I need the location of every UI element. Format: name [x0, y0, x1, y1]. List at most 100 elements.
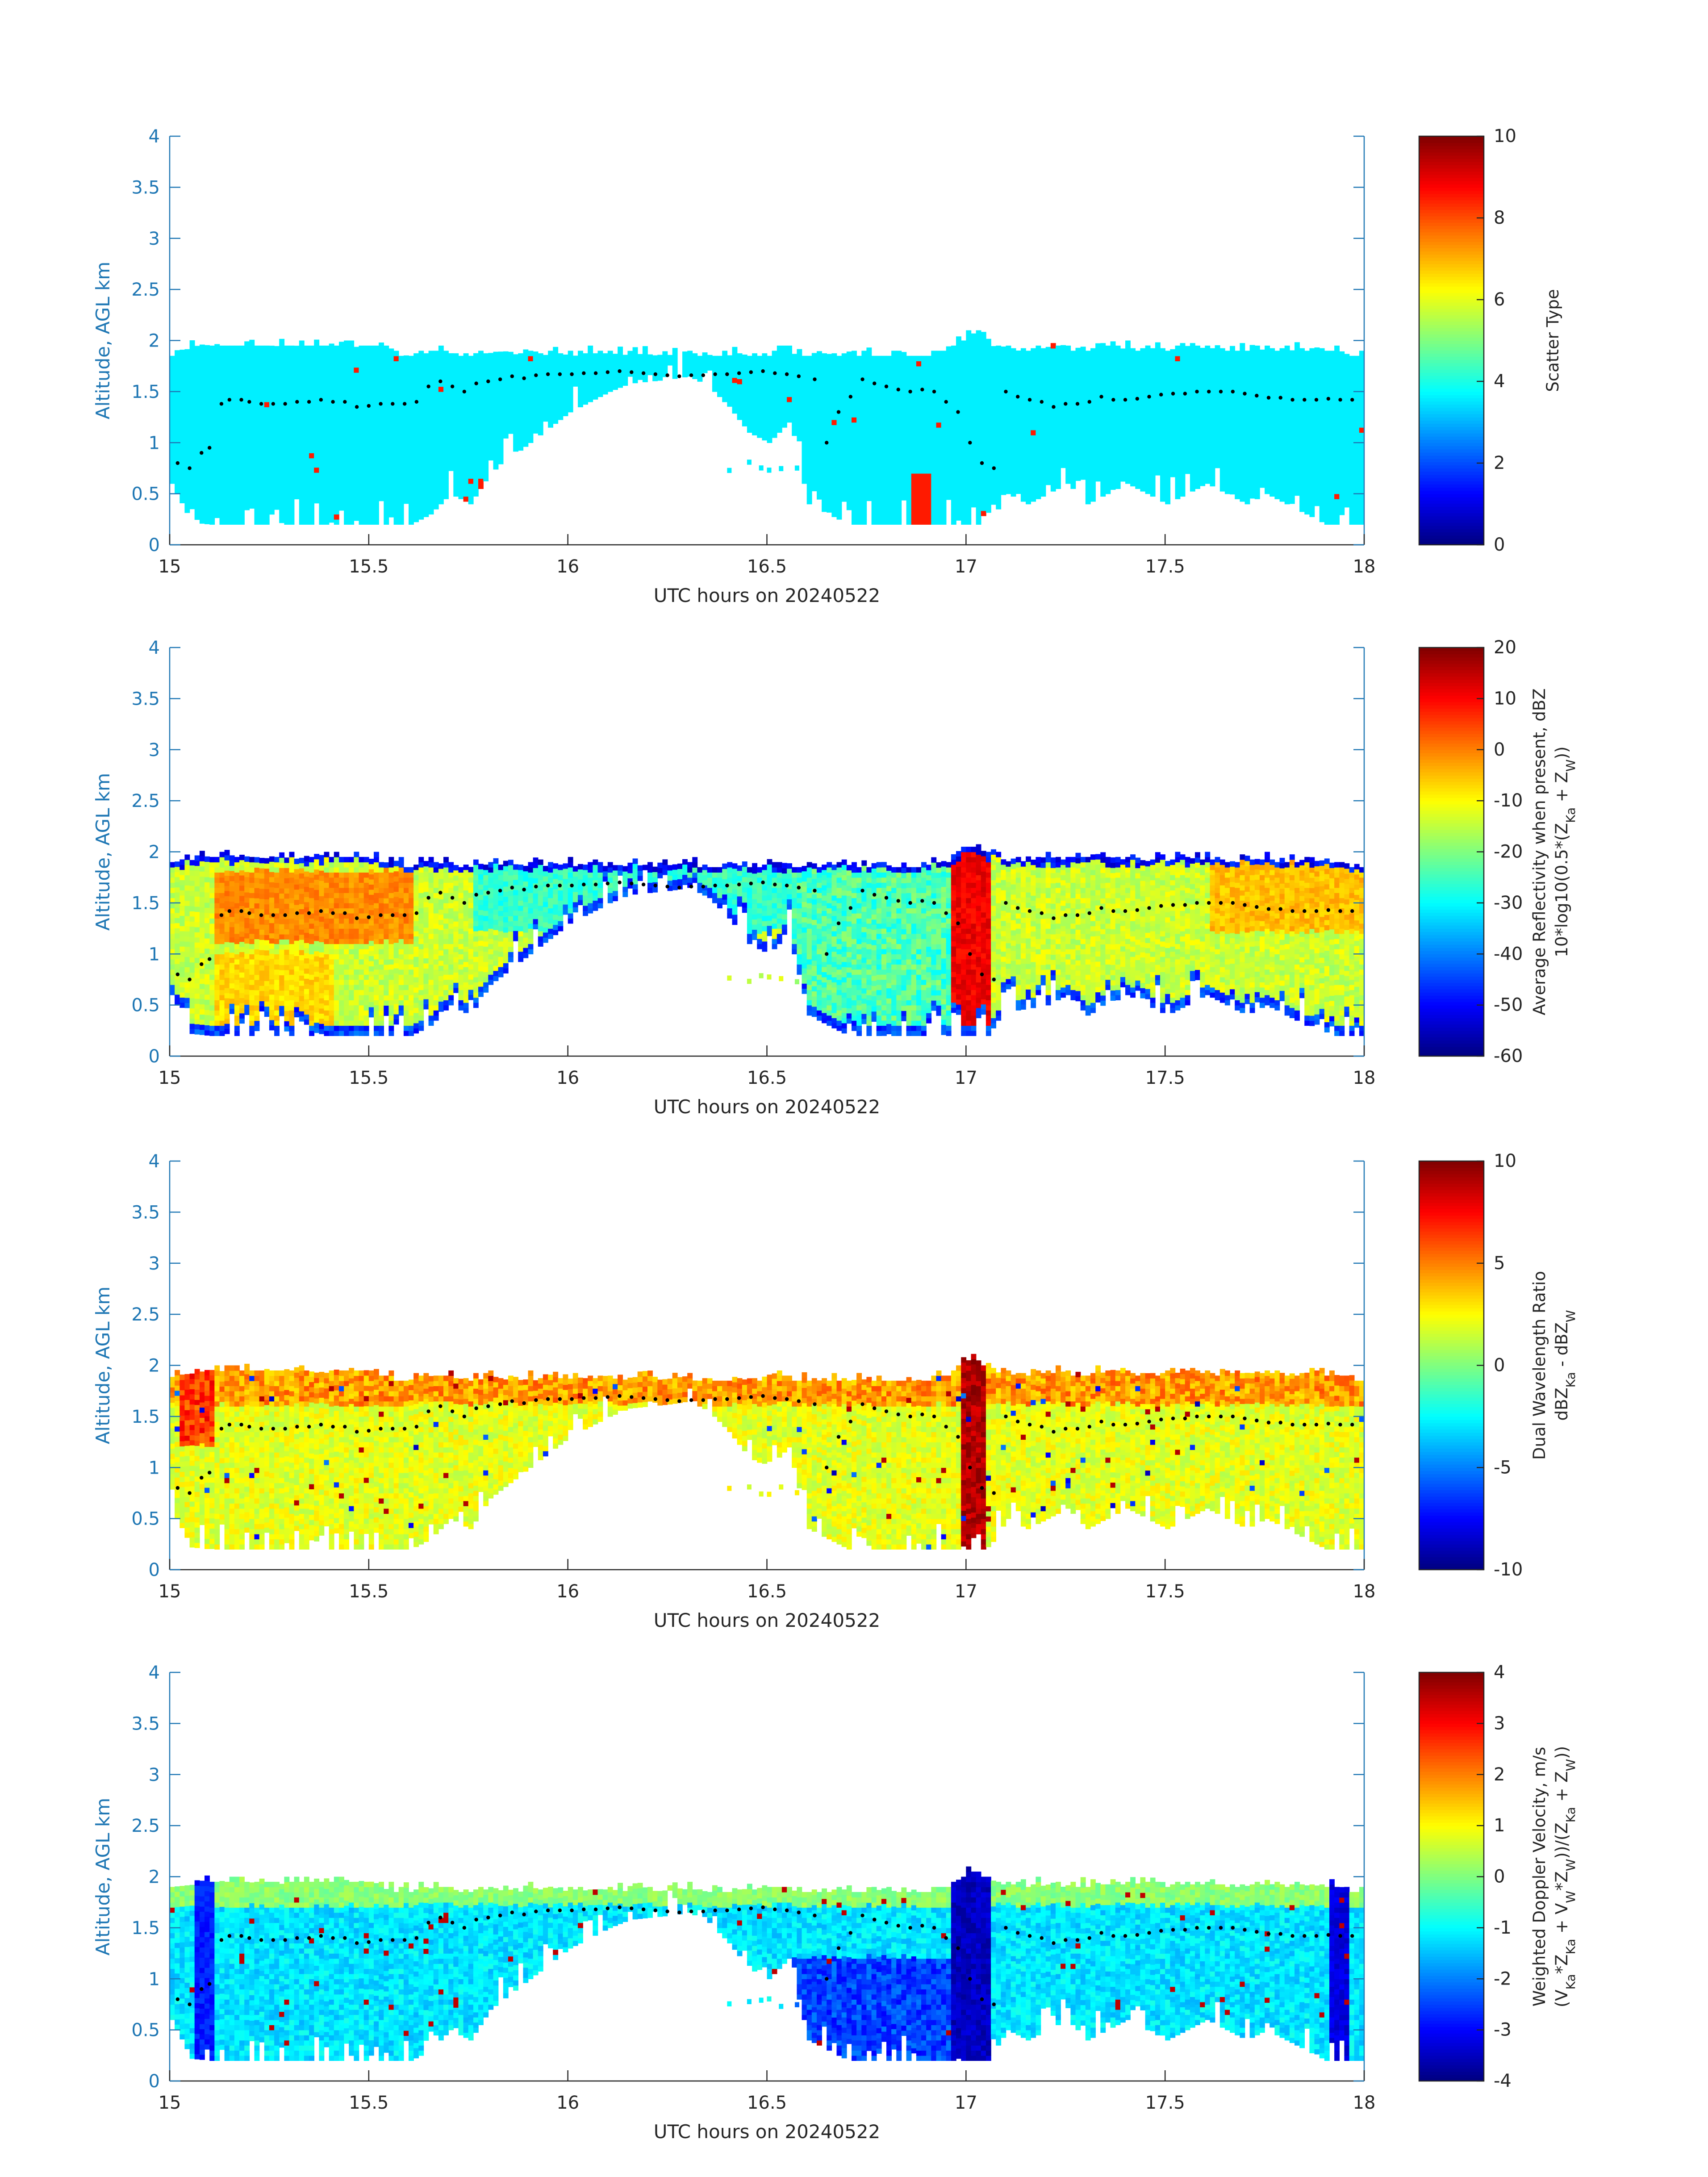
- heatmap-cell: [339, 500, 344, 506]
- heatmap-cell: [1045, 428, 1051, 434]
- heatmap-cell: [981, 393, 986, 399]
- heatmap-cell: [384, 397, 389, 402]
- heatmap-cell: [379, 465, 384, 471]
- heatmap-cell: [737, 373, 743, 379]
- heatmap-cell: [1036, 483, 1041, 489]
- heatmap-cell: [762, 404, 768, 410]
- heatmap-cell: [1015, 437, 1021, 443]
- heatmap-cell: [687, 361, 693, 367]
- heatmap-cell: [180, 360, 185, 366]
- heatmap-cell: [538, 425, 543, 430]
- heatmap-cell: [1050, 414, 1056, 420]
- heatmap-cell: [344, 514, 349, 520]
- heatmap-cell: [498, 423, 504, 429]
- heatmap-cell: [856, 447, 862, 453]
- heatmap-cell: [996, 453, 1002, 459]
- heatmap-cell: [568, 361, 573, 367]
- heatmap-cell: [368, 351, 374, 356]
- heatmap-cell: [772, 417, 777, 423]
- heatmap-cell: [1120, 455, 1126, 461]
- heatmap-cell: [836, 407, 842, 413]
- heatmap-cell: [368, 509, 374, 515]
- heatmap-cell: [1050, 379, 1056, 384]
- heatmap-cell: [1045, 418, 1051, 424]
- heatmap-cell: [941, 493, 947, 499]
- heatmap-cell: [806, 499, 812, 505]
- heatmap-cell: [393, 422, 399, 428]
- heatmap-cell: [1011, 399, 1016, 405]
- heatmap-cell: [836, 489, 842, 494]
- heatmap-cell: [852, 417, 857, 423]
- heatmap-cell: [936, 401, 942, 407]
- heatmap-cell: [443, 417, 449, 423]
- heatmap-cell: [1135, 473, 1141, 479]
- heatmap-cell: [379, 343, 384, 348]
- heatmap-cell: [438, 397, 444, 402]
- heatmap-cell: [986, 390, 991, 396]
- heatmap-cell: [971, 420, 977, 426]
- heatmap-cell: [1090, 450, 1096, 456]
- heatmap-cell: [1006, 371, 1011, 377]
- heatmap-cell: [359, 447, 364, 453]
- heatmap-cell: [279, 436, 285, 442]
- heatmap-cell: [463, 440, 469, 446]
- heatmap-cell: [453, 450, 459, 456]
- heatmap-cell: [209, 499, 215, 505]
- heatmap-cell: [836, 361, 842, 367]
- heatmap-cell: [1150, 425, 1156, 430]
- heatmap-cell: [1011, 348, 1016, 354]
- heatmap-cell: [1140, 373, 1146, 379]
- heatmap-cell: [264, 407, 270, 413]
- heatmap-cell: [991, 494, 996, 500]
- heatmap-cell: [966, 458, 972, 464]
- heatmap-cell: [349, 473, 355, 479]
- heatmap-cell: [1080, 347, 1086, 352]
- heatmap-cell: [299, 417, 305, 423]
- heatmap-cell: [852, 519, 857, 525]
- heatmap-cell: [1090, 353, 1096, 359]
- heatmap-cell: [234, 417, 240, 423]
- heatmap-cell: [503, 372, 509, 377]
- heatmap-cell: [229, 493, 235, 499]
- heatmap-cell: [254, 417, 260, 423]
- heatmap-cell: [901, 428, 907, 434]
- heatmap-cell: [737, 404, 743, 410]
- heatmap-cell: [931, 483, 937, 489]
- heatmap-cell: [861, 468, 867, 474]
- heatmap-cell: [1115, 483, 1121, 489]
- heatmap-cell: [806, 453, 812, 459]
- heatmap-cell: [189, 345, 195, 351]
- heatmap-cell: [254, 489, 260, 494]
- heatmap-cell: [224, 376, 230, 382]
- heatmap-cell: [593, 379, 598, 384]
- heatmap-cell: [314, 380, 320, 386]
- heatmap-cell: [1026, 473, 1031, 479]
- heatmap-cell: [712, 381, 718, 387]
- heatmap-cell: [219, 453, 225, 459]
- heatmap-cell: [379, 414, 384, 420]
- heatmap-cell: [274, 412, 280, 418]
- heatmap-cell: [309, 417, 314, 423]
- heatmap-cell: [244, 454, 250, 460]
- heatmap-cell: [852, 386, 857, 392]
- heatmap-cell: [996, 345, 1002, 351]
- heatmap-cell: [264, 483, 270, 489]
- heatmap-cell: [409, 473, 414, 479]
- heatmap-cell: [224, 401, 230, 407]
- heatmap-cell: [827, 359, 832, 365]
- heatmap-cell: [284, 463, 290, 469]
- heatmap-cell: [184, 507, 190, 513]
- heatmap-cell: [1001, 356, 1006, 363]
- heatmap-cell: [548, 422, 553, 428]
- heatmap-cell: [642, 376, 648, 382]
- heatmap-cell: [1145, 489, 1151, 494]
- heatmap-cell: [1061, 447, 1066, 453]
- heatmap-cell: [956, 515, 961, 521]
- heatmap-cell: [936, 443, 942, 448]
- heatmap-cell: [961, 463, 967, 469]
- heatmap-cell: [951, 361, 956, 367]
- heatmap-cell: [1130, 455, 1136, 461]
- heatmap-cell: [205, 483, 210, 489]
- heatmap-cell: [269, 509, 275, 515]
- heatmap-cell: [886, 489, 892, 494]
